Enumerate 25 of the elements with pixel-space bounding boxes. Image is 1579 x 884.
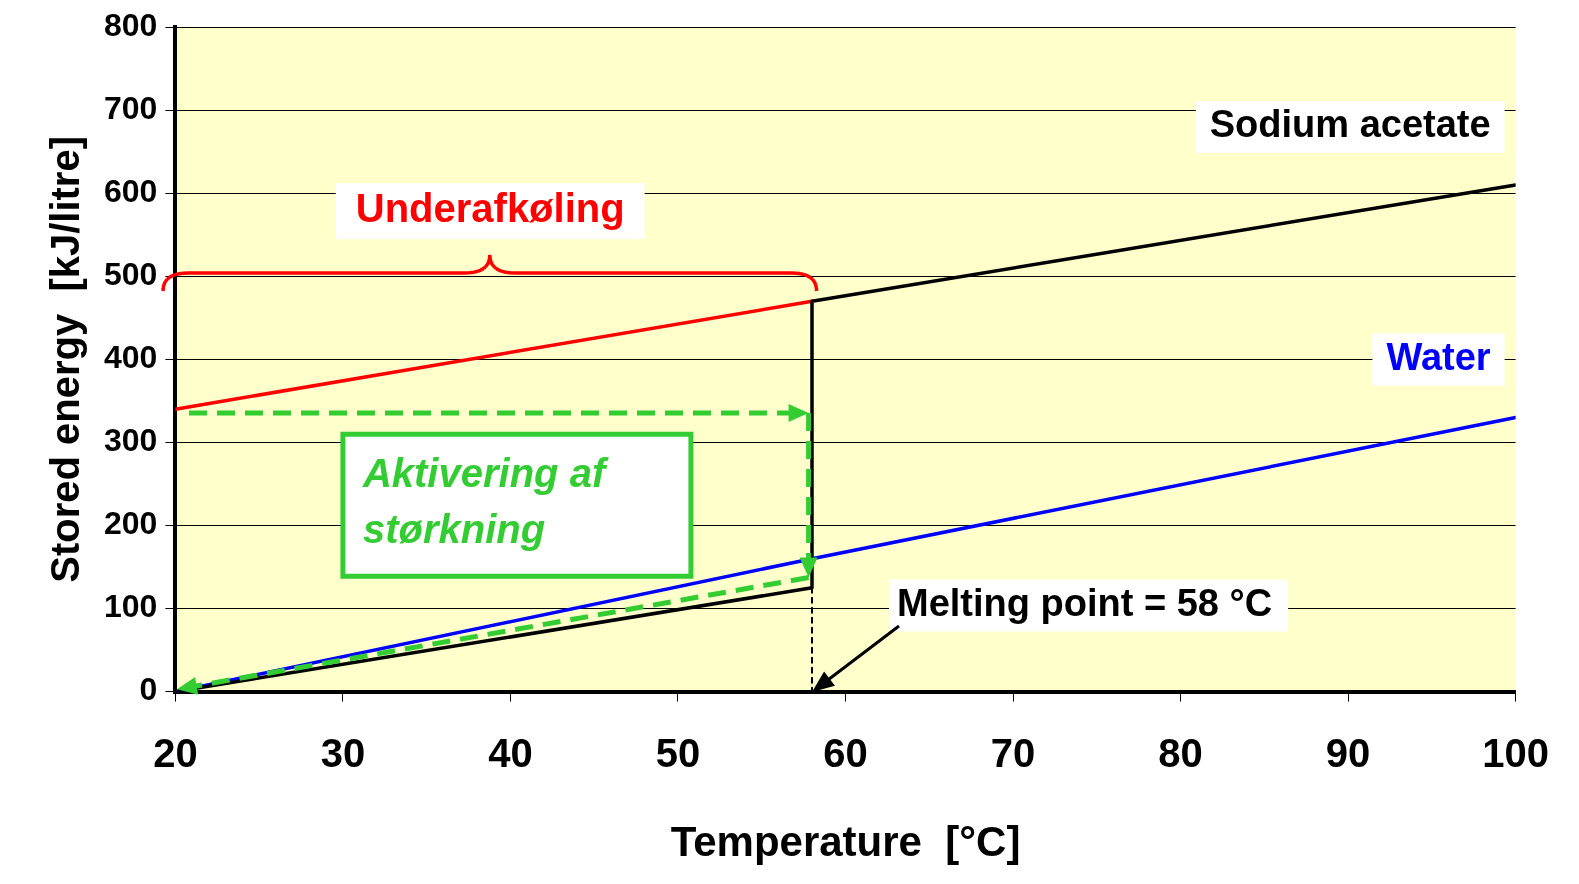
x-tick-label: 80: [1158, 730, 1203, 775]
y-tick-label: 600: [104, 173, 158, 210]
annotation: Melting point = 58 °C: [897, 582, 1273, 625]
x-tick-label: 100: [1482, 730, 1550, 775]
x-axis-title: Temperature [°C]: [670, 818, 1021, 866]
y-tick-label: 800: [104, 7, 158, 44]
y-tick-label: 500: [104, 256, 158, 293]
y-tick-label: 100: [104, 588, 158, 625]
y-tick-label: 0: [139, 671, 158, 708]
y-tick-label: 700: [104, 90, 158, 127]
annotation: Underafkøling: [355, 186, 625, 231]
x-tick-label: 40: [488, 730, 533, 775]
x-tick-label: 60: [823, 730, 868, 775]
y-tick-label: 400: [104, 339, 158, 376]
x-tick-label: 90: [1325, 730, 1371, 775]
y-tick-label: 200: [104, 505, 158, 542]
x-tick-label: 50: [655, 730, 701, 775]
x-tick-label: 70: [990, 730, 1036, 775]
y-tick-label: 300: [104, 422, 158, 459]
series-label: Sodium acetate: [1209, 103, 1491, 146]
x-tick-label: 20: [153, 730, 198, 775]
x-tick-label: 30: [320, 730, 366, 775]
series-label: Water: [1386, 336, 1491, 379]
annotation: Aktivering af størkning: [361, 451, 609, 552]
y-axis-title: Stored energy [kJ/litre]: [43, 136, 88, 583]
